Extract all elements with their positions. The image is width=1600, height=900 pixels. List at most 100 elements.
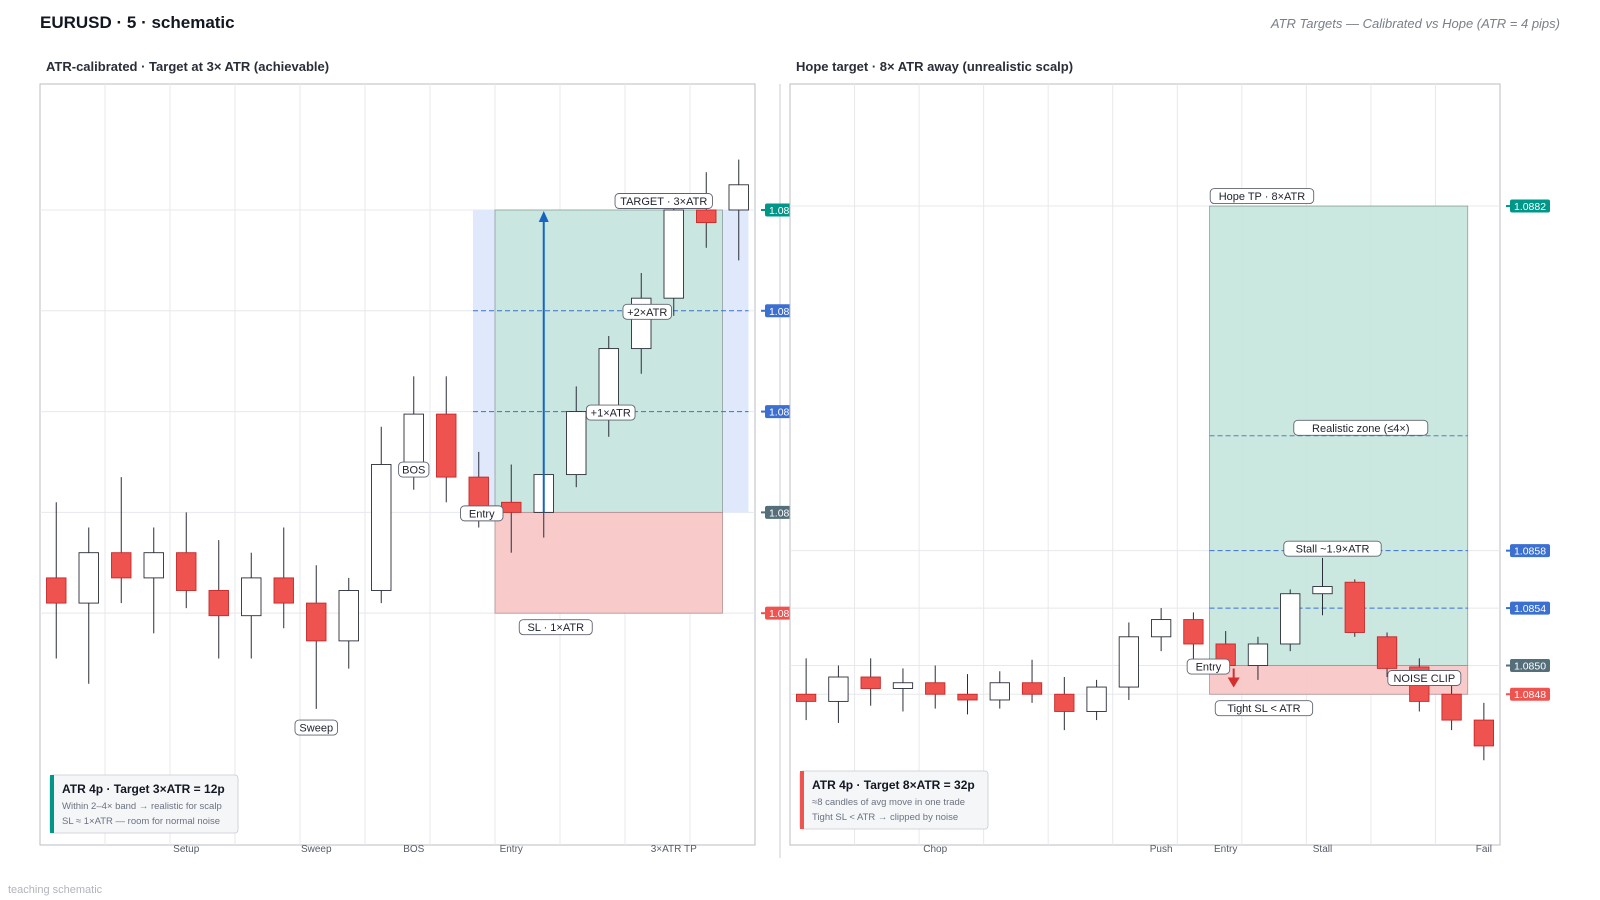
candle-body [1344, 581, 1365, 633]
candle [111, 477, 132, 604]
price-tag: 1.0854 [1506, 601, 1550, 615]
price-tag-tick [1506, 549, 1510, 552]
stall-label-bg [1283, 540, 1382, 557]
x-tick-label: 3×ATR TP [651, 844, 697, 855]
candle-body [176, 552, 197, 591]
x-tick-label: Chop [923, 844, 947, 855]
target-label: Hope TP · 8×ATR [1209, 188, 1315, 204]
sl-label: Tight SL < ATR [1214, 700, 1314, 717]
candle [892, 668, 914, 712]
sl-label-text: Tight SL < ATR [1227, 703, 1300, 715]
realistic-label-text: Realistic zone (≤4×) [1312, 423, 1409, 435]
x-tick-label: Setup [173, 844, 200, 855]
candle [925, 665, 946, 709]
candle [436, 376, 457, 503]
candle-body [371, 464, 392, 591]
price-tag-tick [1506, 607, 1510, 610]
candle-body [1054, 693, 1075, 712]
candle [46, 502, 67, 659]
price-tag-bg [1510, 199, 1550, 213]
candle [1054, 677, 1075, 731]
candle [273, 527, 294, 629]
info-box-line1: ≈8 candles of avg move in one trade [812, 797, 965, 808]
candle-body [796, 693, 817, 702]
atr1-label: +1×ATR [586, 404, 636, 421]
candle [957, 674, 978, 715]
bos-label-text: BOS [402, 465, 425, 477]
candle-body [501, 501, 522, 513]
candle [828, 665, 849, 723]
candle-body [1441, 693, 1462, 721]
target-label-text: TARGET · 3×ATR [620, 196, 707, 208]
atr1-label-bg [586, 404, 636, 421]
price-tag-tick [1506, 693, 1510, 696]
arrow-head-icon [538, 210, 549, 222]
candle-body [696, 209, 717, 224]
candle-body [338, 590, 359, 642]
candle [728, 159, 749, 261]
x-tick-label: Push [1150, 844, 1173, 855]
price-tag-text: 1.0854 [1514, 603, 1546, 615]
candle-body [273, 577, 294, 604]
candle [1151, 608, 1172, 652]
candle-body [957, 693, 978, 701]
candle-body [111, 552, 132, 579]
entry-label: Entry [460, 505, 504, 522]
candle [1247, 636, 1269, 680]
x-tick-label: BOS [403, 844, 424, 855]
candle-body [1151, 619, 1172, 638]
price-tag-bg [1510, 659, 1550, 673]
candle-body [1086, 686, 1107, 712]
candle [1183, 612, 1204, 663]
noise-label-text: NOISE CLIP [1393, 673, 1455, 685]
candle [371, 426, 392, 604]
target-label-text: Hope TP · 8×ATR [1219, 191, 1306, 203]
candle-body [1473, 719, 1494, 747]
candle [78, 527, 99, 684]
bos-label: BOS [398, 461, 430, 478]
candle [208, 540, 229, 659]
candle-body [306, 602, 327, 642]
price-tag: 1.0858 [1506, 544, 1550, 558]
candle [1344, 579, 1365, 637]
info-box-title: ATR 4p · Target 3×ATR = 12p [62, 782, 225, 796]
price-tag: 1.0882 [1506, 199, 1550, 213]
candle-body [241, 577, 262, 617]
sl-label: SL · 1×ATR [518, 619, 593, 636]
stall-label-text: Stall ~1.9×ATR [1296, 544, 1370, 556]
stall-label: Stall ~1.9×ATR [1283, 540, 1382, 557]
candle-body [403, 413, 424, 465]
candle-body [925, 682, 946, 695]
price-tag-tick [761, 410, 765, 413]
panel-title: ATR-calibrated · Target at 3× ATR (achie… [46, 59, 329, 74]
candle [1021, 659, 1043, 703]
price-tag-bg [1510, 601, 1550, 615]
candle-body [1118, 636, 1139, 688]
sl-zone [494, 511, 723, 614]
candle-body [1247, 643, 1269, 666]
info-box-title: ATR 4p · Target 8×ATR = 32p [812, 778, 975, 792]
price-tag: 1.0848 [1506, 687, 1550, 701]
atr2-label: +2×ATR [622, 303, 673, 320]
chart-subtitle: ATR Targets — Calibrated vs Hope (ATR = … [1270, 16, 1560, 31]
x-tick-label: Stall [1313, 844, 1332, 855]
candle [796, 658, 817, 721]
price-tag-tick [761, 612, 765, 615]
price-tag-tick [761, 208, 765, 211]
info-box-accent [800, 771, 804, 829]
info-box-line2: Tight SL < ATR → clipped by noise [812, 812, 958, 823]
entry-label-text: Entry [469, 508, 495, 520]
price-tag-text: 1.0850 [1514, 661, 1546, 673]
candle-body [1376, 636, 1398, 669]
sl-label-text: SL · 1×ATR [527, 622, 584, 634]
info-box-line2: SL ≈ 1×ATR — room for normal noise [62, 816, 220, 827]
x-tick-label: Entry [1214, 844, 1237, 855]
price-tag-text: 1.0848 [1514, 689, 1546, 701]
candle-body [143, 552, 164, 579]
realistic-label-bg [1293, 419, 1429, 436]
entry-label-text: Entry [1196, 662, 1222, 674]
price-tag-tick [1506, 664, 1510, 667]
target-label-bg [1209, 188, 1315, 204]
price-tag-text: 1.0858 [1514, 546, 1546, 558]
